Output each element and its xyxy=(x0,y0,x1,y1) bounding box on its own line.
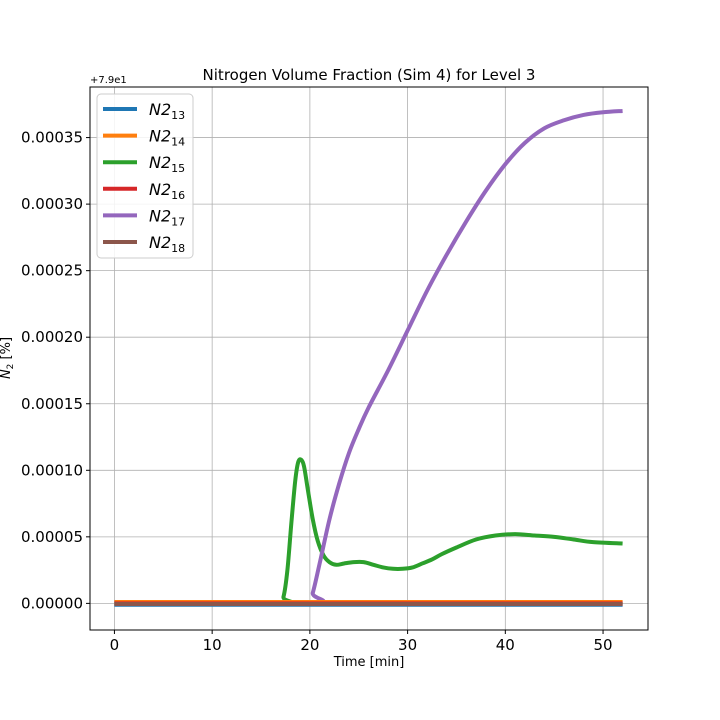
y-axis-label-unit: [%] xyxy=(0,337,14,364)
x-tick-label: 20 xyxy=(300,636,319,654)
y-tick-label: 0.00005 xyxy=(21,528,83,546)
y-axis-label: N2 [%] xyxy=(0,337,16,379)
y-tick-label: 0.00010 xyxy=(21,461,83,479)
legend-label-base: N2 xyxy=(149,127,171,146)
chart-title: Nitrogen Volume Fraction (Sim 4) for Lev… xyxy=(203,66,536,84)
x-axis-label: Time [min] xyxy=(333,655,405,670)
legend-label-sub: 15 xyxy=(171,162,185,175)
series-line-15 xyxy=(114,457,623,606)
legend-label-13: N213 xyxy=(149,100,185,122)
y-axis-label-sub: 2 xyxy=(6,364,16,370)
legend-label-15: N215 xyxy=(149,153,185,175)
legend-label-base: N2 xyxy=(149,100,171,119)
plot-frame xyxy=(89,86,649,631)
legend-label-17: N217 xyxy=(149,206,185,228)
series-line-17 xyxy=(114,108,623,607)
series-layer xyxy=(114,108,623,607)
y-tick-label: 0.00035 xyxy=(21,129,83,147)
x-tick-label: 10 xyxy=(203,636,222,654)
x-tick-label: 40 xyxy=(496,636,515,654)
x-axis-ticks: 0 10 20 30 40 50 xyxy=(110,630,613,654)
legend-label-base: N2 xyxy=(149,206,171,225)
x-tick-label: 0 xyxy=(110,636,120,654)
x-tick-label: 30 xyxy=(398,636,417,654)
y-tick-label: 0.00020 xyxy=(21,328,83,346)
legend-label-base: N2 xyxy=(149,153,171,172)
y-tick-label: 0.00025 xyxy=(21,262,83,280)
legend-label-sub: 16 xyxy=(171,189,185,202)
y-axis-label-base: N xyxy=(0,369,14,379)
legend-label-sub: 17 xyxy=(171,215,185,228)
legend-label-sub: 14 xyxy=(171,136,185,149)
y-tick-label: 0.00000 xyxy=(21,594,83,612)
offset-text: +7.9e1 xyxy=(90,75,127,86)
legend-label-sub: 18 xyxy=(171,242,185,255)
legend-label-14: N214 xyxy=(149,127,185,149)
y-tick-label: 0.00015 xyxy=(21,395,83,413)
legend-label-sub: 13 xyxy=(171,109,185,122)
legend-label-18: N218 xyxy=(149,233,185,255)
y-tick-label: 0.00030 xyxy=(21,195,83,213)
legend-label-base: N2 xyxy=(149,180,171,199)
legend-label-16: N216 xyxy=(149,180,185,202)
x-tick-label: 50 xyxy=(594,636,613,654)
legend-label-base: N2 xyxy=(149,233,171,252)
y-axis-ticks: 0.00000 0.00005 0.00010 0.00015 0.00020 0.000… xyxy=(21,129,90,612)
